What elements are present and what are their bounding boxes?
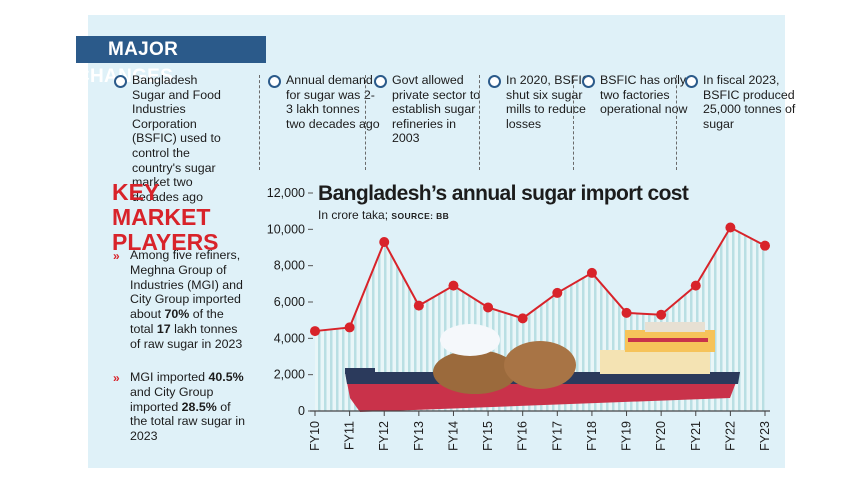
y-tick-label: 10,000 xyxy=(267,222,305,236)
x-tick-label: FY20 xyxy=(654,421,668,451)
marker xyxy=(621,307,632,318)
x-tick-label: FY23 xyxy=(758,421,772,451)
x-tick-label: FY19 xyxy=(620,421,634,451)
separator xyxy=(479,75,480,170)
marker xyxy=(690,280,701,291)
marker xyxy=(379,237,390,248)
x-tick-label: FY11 xyxy=(343,421,357,450)
text: Among five refiners, Meghna Group of Ind… xyxy=(130,248,243,322)
marker xyxy=(725,222,736,233)
y-tick-label: 12,000 xyxy=(267,186,305,200)
source: SOURCE: BB xyxy=(391,211,450,221)
highlight: 70% xyxy=(164,307,190,322)
x-tick-label: FY15 xyxy=(481,421,495,451)
marker xyxy=(552,287,563,298)
y-tick-label: 2,000 xyxy=(274,368,305,382)
x-tick-label: FY22 xyxy=(723,421,737,451)
marker xyxy=(517,313,528,324)
text: lakh tonnes of raw sugar in 2023 xyxy=(130,321,243,351)
bullet-icon xyxy=(685,75,698,88)
bullet-icon xyxy=(488,75,501,88)
player-item: » MGI imported 40.5% and City Group impor… xyxy=(113,370,248,444)
highlight: 28.5% xyxy=(181,399,217,414)
bullet-icon xyxy=(114,75,127,88)
change-item: BSFIC has only two factories operational… xyxy=(582,73,694,117)
separator xyxy=(259,75,260,170)
y-tick-label: 4,000 xyxy=(274,331,305,345)
marker xyxy=(413,300,424,311)
y-tick-label: 6,000 xyxy=(274,295,305,309)
x-tick-label: FY17 xyxy=(550,421,564,451)
text: and City Group imported xyxy=(130,384,214,414)
text: of the total raw sugar in 2023 xyxy=(130,399,246,444)
chart-subtitle: In crore taka; SOURCE: BB xyxy=(318,208,449,222)
separator xyxy=(676,75,677,170)
marker xyxy=(656,309,667,320)
x-tick-label: FY21 xyxy=(689,421,703,451)
text: of the total xyxy=(130,307,224,336)
highlight: 17 xyxy=(156,321,171,336)
ship-illustration xyxy=(345,322,740,412)
marker xyxy=(310,326,320,337)
x-tick-label: FY14 xyxy=(446,421,460,451)
x-tick-label: FY12 xyxy=(377,421,391,451)
x-tick-label: FY10 xyxy=(308,421,322,451)
marker xyxy=(483,302,494,313)
chart-title: Bangladesh’s annual sugar import cost xyxy=(318,182,689,205)
marker xyxy=(448,280,459,291)
change-item: In fiscal 2023, BSFIC produced 25,000 to… xyxy=(685,73,797,131)
highlight: 40.5% xyxy=(208,370,244,384)
bullet-icon xyxy=(582,75,595,88)
key-players-title: KEY MARKET PLAYERS xyxy=(112,179,219,255)
separator xyxy=(573,75,574,170)
bullet-icon xyxy=(268,75,281,88)
x-tick-label: FY13 xyxy=(412,421,426,451)
line xyxy=(314,226,766,333)
marker xyxy=(760,240,770,251)
subtitle: In crore taka; xyxy=(318,208,389,222)
change-item: Annual demand for sugar was 2-3 lakh ton… xyxy=(268,73,380,131)
text: MGI imported xyxy=(130,370,209,384)
change-item: In 2020, BSFIC shut six sugar mills to r… xyxy=(488,73,600,131)
y-tick-label: 0 xyxy=(298,404,305,418)
change-item: Bangladesh Sugar and Food Industries Cor… xyxy=(114,73,226,204)
separator xyxy=(365,75,366,170)
bullet-arrow: » xyxy=(113,371,120,385)
player-item: » Among five refiners, Meghna Group of In… xyxy=(113,248,248,352)
marker xyxy=(586,267,597,278)
y-tick-label: 8,000 xyxy=(274,259,305,273)
x-tick-label: FY16 xyxy=(516,421,530,451)
x-tick-label: FY18 xyxy=(585,421,599,451)
bullet-icon xyxy=(374,75,387,88)
change-item: Govt allowed private sector to establish… xyxy=(374,73,486,146)
banner-title: MAJOR CHANGES xyxy=(76,36,266,87)
bullet-arrow: » xyxy=(113,249,120,263)
marker xyxy=(344,322,355,333)
